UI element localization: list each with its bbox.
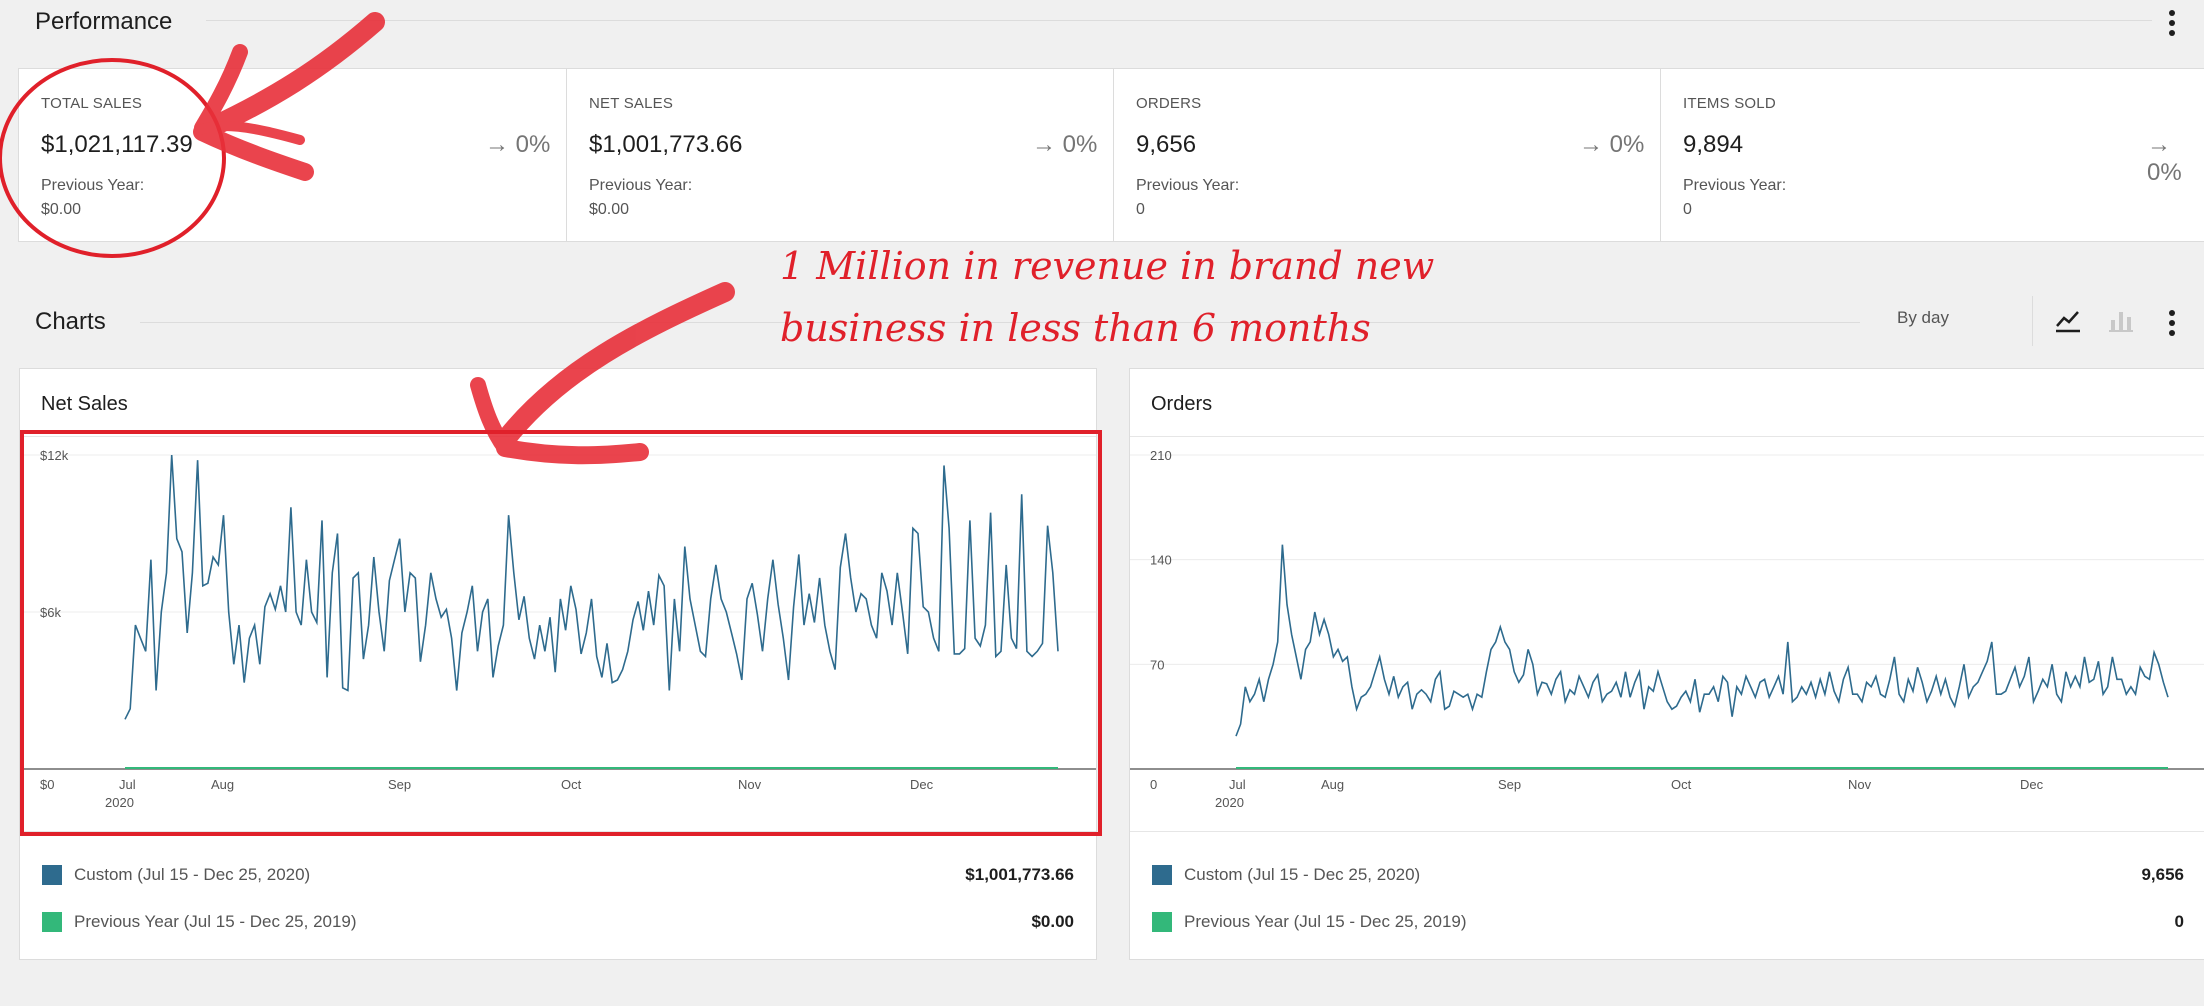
y-tick-label: $6k xyxy=(40,605,61,620)
performance-title: Performance xyxy=(35,8,173,35)
x-tick-label: Sep xyxy=(1498,777,1521,792)
y-tick-label: 0 xyxy=(1150,777,1157,792)
perf-card-net-sales[interactable]: NET SALES $1,001,773.66 → 0% Previous Ye… xyxy=(567,69,1114,241)
perf-card-items-sold[interactable]: ITEMS SOLD 9,894 → 0% Previous Year: 0 xyxy=(1661,69,2204,241)
perf-delta: → 0% xyxy=(1032,131,1098,158)
legend-item-previous[interactable]: Previous Year (Jul 15 - Dec 25, 2019) 0 xyxy=(1152,910,2184,936)
perf-prev-value: 0 xyxy=(1683,201,1692,218)
x-year-label: 2020 xyxy=(1215,795,1244,810)
perf-prev-value: 0 xyxy=(1136,201,1145,218)
orders-chart-card: Orders 0 70 140 210 Jul Aug Sep Oct Nov Dec 2020 C… xyxy=(1129,368,2204,960)
arrow-right-icon: → xyxy=(485,131,509,158)
perf-prev-label: Previous Year: xyxy=(1136,177,1240,194)
legend-divider xyxy=(20,831,1096,832)
performance-divider xyxy=(206,20,2152,21)
x-tick-label: Jul xyxy=(1229,777,1246,792)
legend-item-custom[interactable]: Custom (Jul 15 - Dec 25, 2020) $1,001,77… xyxy=(42,863,1074,889)
x-tick-label: Oct xyxy=(561,777,582,792)
legend-swatch-previous xyxy=(1152,912,1172,932)
legend-swatch-previous xyxy=(42,912,62,932)
perf-delta: → 0% xyxy=(485,131,551,158)
perf-prev-value: $0.00 xyxy=(589,201,630,218)
legend-label: Previous Year (Jul 15 - Dec 25, 2019) xyxy=(74,912,357,931)
x-tick-label: Sep xyxy=(388,777,411,792)
perf-label: TOTAL SALES xyxy=(41,95,143,112)
performance-header: Performance xyxy=(0,0,2204,40)
perf-prev-label: Previous Year: xyxy=(41,177,145,194)
perf-prev-label: Previous Year: xyxy=(589,177,693,194)
perf-value: 9,656 xyxy=(1136,131,1197,158)
chart-title: Orders xyxy=(1151,393,1213,415)
legend-swatch-custom xyxy=(42,865,62,885)
perf-card-orders[interactable]: ORDERS 9,656 → 0% Previous Year: 0 xyxy=(1114,69,1661,241)
x-tick-label: Nov xyxy=(738,777,762,792)
perf-card-total-sales[interactable]: TOTAL SALES $1,021,117.39 → 0% Previous … xyxy=(19,69,567,241)
perf-label: ITEMS SOLD xyxy=(1683,95,1776,112)
more-vertical-icon[interactable] xyxy=(2169,310,2177,340)
legend-label: Previous Year (Jul 15 - Dec 25, 2019) xyxy=(1184,912,1467,931)
legend-item-custom[interactable]: Custom (Jul 15 - Dec 25, 2020) 9,656 xyxy=(1152,863,2184,889)
legend-total: $0.00 xyxy=(1031,912,1074,931)
legend-item-previous[interactable]: Previous Year (Jul 15 - Dec 25, 2019) $0… xyxy=(42,910,1074,936)
legend-label: Custom (Jul 15 - Dec 25, 2020) xyxy=(1184,865,1421,884)
x-tick-label: Oct xyxy=(1671,777,1692,792)
charts-title: Charts xyxy=(35,308,106,335)
arrow-right-icon: → xyxy=(2147,131,2171,158)
y-tick-label: $12k xyxy=(40,448,69,463)
perf-delta: → 0% xyxy=(2147,131,2182,186)
y-tick-label: 140 xyxy=(1150,553,1172,568)
y-tick-label: $0 xyxy=(40,777,54,792)
x-tick-label: Nov xyxy=(1848,777,1872,792)
annotation-line-2: business in less than 6 months xyxy=(780,306,1371,350)
series-line-custom xyxy=(1235,544,2169,737)
x-tick-label: Jul xyxy=(119,777,136,792)
line-chart-icon[interactable] xyxy=(2054,306,2082,334)
bar-chart-icon[interactable] xyxy=(2107,306,2135,334)
x-tick-label: Aug xyxy=(211,777,234,792)
perf-value: $1,001,773.66 xyxy=(589,131,743,158)
legend-total: 9,656 xyxy=(2141,865,2184,884)
arrow-right-icon: → xyxy=(1032,131,1056,158)
charts-divider xyxy=(140,322,1860,323)
perf-value: $1,021,117.39 xyxy=(41,131,193,158)
net-sales-chart-card: Net Sales $0 $6k $12k Jul Aug Sep Oct Nov Dec 202… xyxy=(19,368,1097,960)
series-line-custom xyxy=(124,454,1059,720)
perf-value: 9,894 xyxy=(1683,131,1744,158)
annotation-line-1: 1 Million in revenue in brand new xyxy=(780,244,1435,288)
arrow-right-icon: → xyxy=(1579,131,1603,158)
y-tick-label: 210 xyxy=(1150,448,1172,463)
legend-total: 0 xyxy=(2174,912,2184,931)
chart-title-divider xyxy=(1130,436,2204,437)
toolbar-separator xyxy=(2032,296,2033,346)
x-tick-label: Aug xyxy=(1321,777,1344,792)
performance-cards: TOTAL SALES $1,021,117.39 → 0% Previous … xyxy=(18,68,2204,242)
x-year-label: 2020 xyxy=(105,795,134,810)
perf-prev-value: $0.00 xyxy=(41,201,82,218)
chart-title: Net Sales xyxy=(41,393,128,415)
legend-total: $1,001,773.66 xyxy=(965,865,1074,884)
performance-menu-icon[interactable] xyxy=(2169,10,2177,40)
legend-swatch-custom xyxy=(1152,865,1172,885)
charts-header: Charts xyxy=(0,300,2204,340)
legend-label: Custom (Jul 15 - Dec 25, 2020) xyxy=(74,865,311,884)
net-sales-chart: $0 $6k $12k Jul Aug Sep Oct Nov Dec 2020 xyxy=(20,448,1096,810)
x-tick-label: Dec xyxy=(2020,777,2044,792)
legend-divider xyxy=(1130,831,2204,832)
perf-delta: → 0% xyxy=(1579,131,1645,158)
perf-prev-label: Previous Year: xyxy=(1683,177,1787,194)
perf-label: ORDERS xyxy=(1136,95,1202,112)
perf-label: NET SALES xyxy=(589,95,674,112)
interval-select[interactable]: By day xyxy=(1897,308,1949,327)
y-tick-label: 70 xyxy=(1150,657,1164,672)
x-tick-label: Dec xyxy=(910,777,934,792)
orders-chart: 0 70 140 210 Jul Aug Sep Oct Nov Dec 2020 xyxy=(1130,448,2204,810)
